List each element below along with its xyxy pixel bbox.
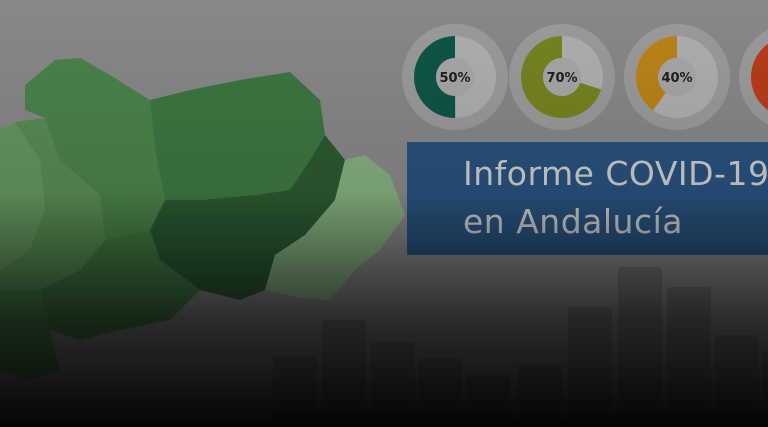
donut-chart: 50%: [402, 24, 508, 130]
background-bar: [273, 355, 317, 427]
title-line-2: en Andalucía: [463, 202, 683, 241]
title-box: Informe COVID-19 en Andalucía: [407, 142, 768, 255]
donut-chart: 70%: [509, 24, 615, 130]
background-bar: [466, 375, 510, 427]
donut-chart: 40%: [624, 24, 730, 130]
title-line-1: Informe COVID-19: [463, 154, 768, 193]
background-bar: [715, 335, 759, 427]
background-bar: [322, 320, 366, 427]
donut-fill: [751, 36, 768, 118]
background-bar: [618, 267, 662, 427]
background-bar-chart: [273, 267, 768, 427]
background-bar: [418, 358, 462, 427]
background-bar: [568, 307, 612, 427]
background-bar: [762, 350, 768, 427]
donut-label: 50%: [439, 71, 470, 86]
background-bar: [667, 287, 711, 427]
donut-label: 70%: [546, 71, 577, 86]
background-bar: [371, 342, 415, 427]
donut-label: 40%: [661, 71, 692, 86]
donut-chart: [739, 29, 768, 125]
background-bar: [518, 365, 562, 427]
donut-row: 50% 70% 40%: [402, 24, 768, 130]
